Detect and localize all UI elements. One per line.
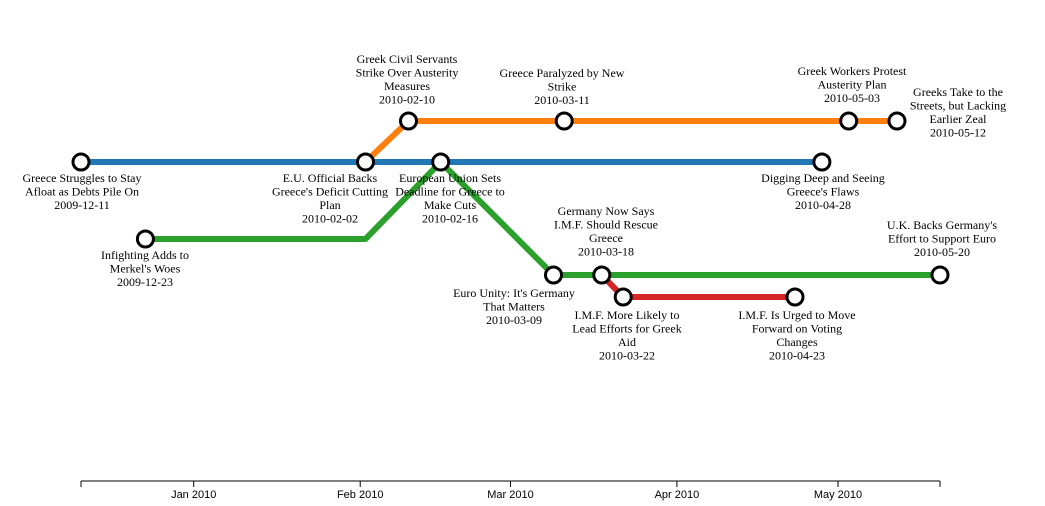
station-title-line: Measures xyxy=(384,79,430,93)
station-title-line: I.M.F. Is Urged to Move xyxy=(738,308,855,322)
station-s9[interactable] xyxy=(613,287,633,307)
station-label-s3: E.U. Official Backs Greece's Deficit Cutt… xyxy=(272,171,388,226)
station-label-s4: Greek Civil Servants Strike Over Austerit… xyxy=(356,52,459,107)
station-labels: Greece Struggles to Stay Afloat as Debts … xyxy=(23,52,1007,363)
station-label-s12: Greek Workers Protest Austerity Plan 2010-… xyxy=(798,64,907,105)
axis-tick-label: Apr 2010 xyxy=(655,489,700,501)
station-title-line: Greece xyxy=(589,231,623,245)
axis-tick-label: May 2010 xyxy=(814,489,862,501)
station-s13[interactable] xyxy=(887,111,907,131)
station-title-line: Greece Paralyzed by New xyxy=(500,66,625,80)
station-label-s9: I.M.F. More Likely to Lead Efforts for Gr… xyxy=(572,308,681,363)
station-label-s5: European Union Sets Deadline for Greece t… xyxy=(395,171,505,226)
station-title-line: Make Cuts xyxy=(424,198,477,212)
station-s8[interactable] xyxy=(592,265,612,285)
x-axis: Jan 2010 Feb 2010 Mar 2010 Apr 2010 May 2010 xyxy=(80,480,941,501)
station-title-line: Merkel's Woes xyxy=(110,262,181,276)
station-label-s6: Euro Unity: It's Germany That Matters 2010… xyxy=(453,286,575,327)
station-title-line: Lead Efforts for Greek xyxy=(572,322,681,336)
station-label-s2: Infighting Adds to Merkel's Woes 2009-12-2… xyxy=(101,248,189,289)
station-title-line: Greece's Flaws xyxy=(787,185,860,199)
station-title-line: Earlier Zeal xyxy=(930,112,988,126)
station-title-line: Deadline for Greece to xyxy=(395,185,505,199)
axis-tick-label: Feb 2010 xyxy=(337,489,383,501)
station-date: 2010-03-22 xyxy=(599,349,655,363)
station-title-line: Greeks Take to the xyxy=(913,85,1003,99)
station-s1[interactable] xyxy=(71,152,91,172)
stations-layer xyxy=(71,111,950,307)
station-s4[interactable] xyxy=(399,111,418,131)
station-s3[interactable] xyxy=(356,152,375,172)
station-title-line: Plan xyxy=(319,198,340,212)
station-title-line: E.U. Official Backs xyxy=(283,171,378,185)
route-green-line xyxy=(142,159,943,278)
station-date: 2010-05-20 xyxy=(914,245,970,259)
station-title-line: Effort to Support Euro xyxy=(888,232,996,246)
station-s2[interactable] xyxy=(135,229,155,249)
station-title-line: Greece Struggles to Stay xyxy=(23,171,142,185)
station-label-s1: Greece Struggles to Stay Afloat as Debts … xyxy=(23,171,142,212)
station-title-line: Digging Deep and Seeing xyxy=(761,171,885,185)
station-title-line: Germany Now Says xyxy=(558,204,655,218)
station-label-s11: Digging Deep and Seeing Greece's Flaws 201… xyxy=(761,171,885,212)
station-s14[interactable] xyxy=(930,265,950,285)
station-date: 2010-05-03 xyxy=(824,91,880,105)
station-label-s8: Germany Now Says I.M.F. Should Rescue Gree… xyxy=(554,204,658,259)
station-label-s7: Greece Paralyzed by New Strike 2010-03-11 xyxy=(500,66,625,107)
station-title-line: Strike Over Austerity xyxy=(356,66,459,80)
station-label-s13: Greeks Take to the Streets, but Lacking Ea… xyxy=(910,85,1006,140)
station-s5[interactable] xyxy=(431,152,451,172)
station-s6[interactable] xyxy=(544,265,563,285)
station-title-line: European Union Sets xyxy=(399,171,501,185)
station-title-line: Greek Workers Protest xyxy=(798,64,907,78)
station-date: 2010-02-16 xyxy=(422,212,478,226)
station-date: 2010-02-10 xyxy=(379,93,435,107)
station-title-line: Forward on Voting xyxy=(752,322,842,336)
station-date: 2009-12-23 xyxy=(117,275,173,289)
station-title-line: That Matters xyxy=(483,300,545,314)
station-title-line: Afloat as Debts Pile On xyxy=(25,185,139,199)
station-title-line: Infighting Adds to xyxy=(101,248,189,262)
route-lines xyxy=(78,118,943,300)
axis-tick-label: Mar 2010 xyxy=(487,489,533,501)
station-date: 2010-03-11 xyxy=(534,93,590,107)
station-s11[interactable] xyxy=(812,152,832,172)
station-s10[interactable] xyxy=(785,287,805,307)
station-title-line: Streets, but Lacking xyxy=(910,99,1006,113)
station-s7[interactable] xyxy=(554,111,574,131)
station-title-line: Changes xyxy=(776,335,818,349)
station-date: 2010-02-02 xyxy=(302,212,358,226)
station-title-line: Austerity Plan xyxy=(818,78,887,92)
station-s12[interactable] xyxy=(839,111,859,131)
station-title-line: Euro Unity: It's Germany xyxy=(453,286,575,300)
station-title-line: I.M.F. More Likely to xyxy=(574,308,679,322)
station-label-s10: I.M.F. Is Urged to Move Forward on Voting… xyxy=(738,308,855,363)
station-date: 2010-03-18 xyxy=(578,245,634,259)
station-title-line: Aid xyxy=(618,335,636,349)
station-date: 2010-05-12 xyxy=(930,126,986,140)
axis-tick-label: Jan 2010 xyxy=(171,489,216,501)
station-date: 2010-03-09 xyxy=(486,313,542,327)
station-label-s14: U.K. Backs Germany's Effort to Support Eu… xyxy=(887,218,997,259)
station-title-line: Greece's Deficit Cutting xyxy=(272,185,388,199)
station-title-line: U.K. Backs Germany's xyxy=(887,218,997,232)
station-date: 2010-04-28 xyxy=(795,198,851,212)
station-title-line: Strike xyxy=(548,80,577,94)
station-title-line: I.M.F. Should Rescue xyxy=(554,218,658,232)
station-date: 2010-04-23 xyxy=(769,349,825,363)
station-title-line: Greek Civil Servants xyxy=(357,52,458,66)
station-date: 2009-12-11 xyxy=(54,198,110,212)
